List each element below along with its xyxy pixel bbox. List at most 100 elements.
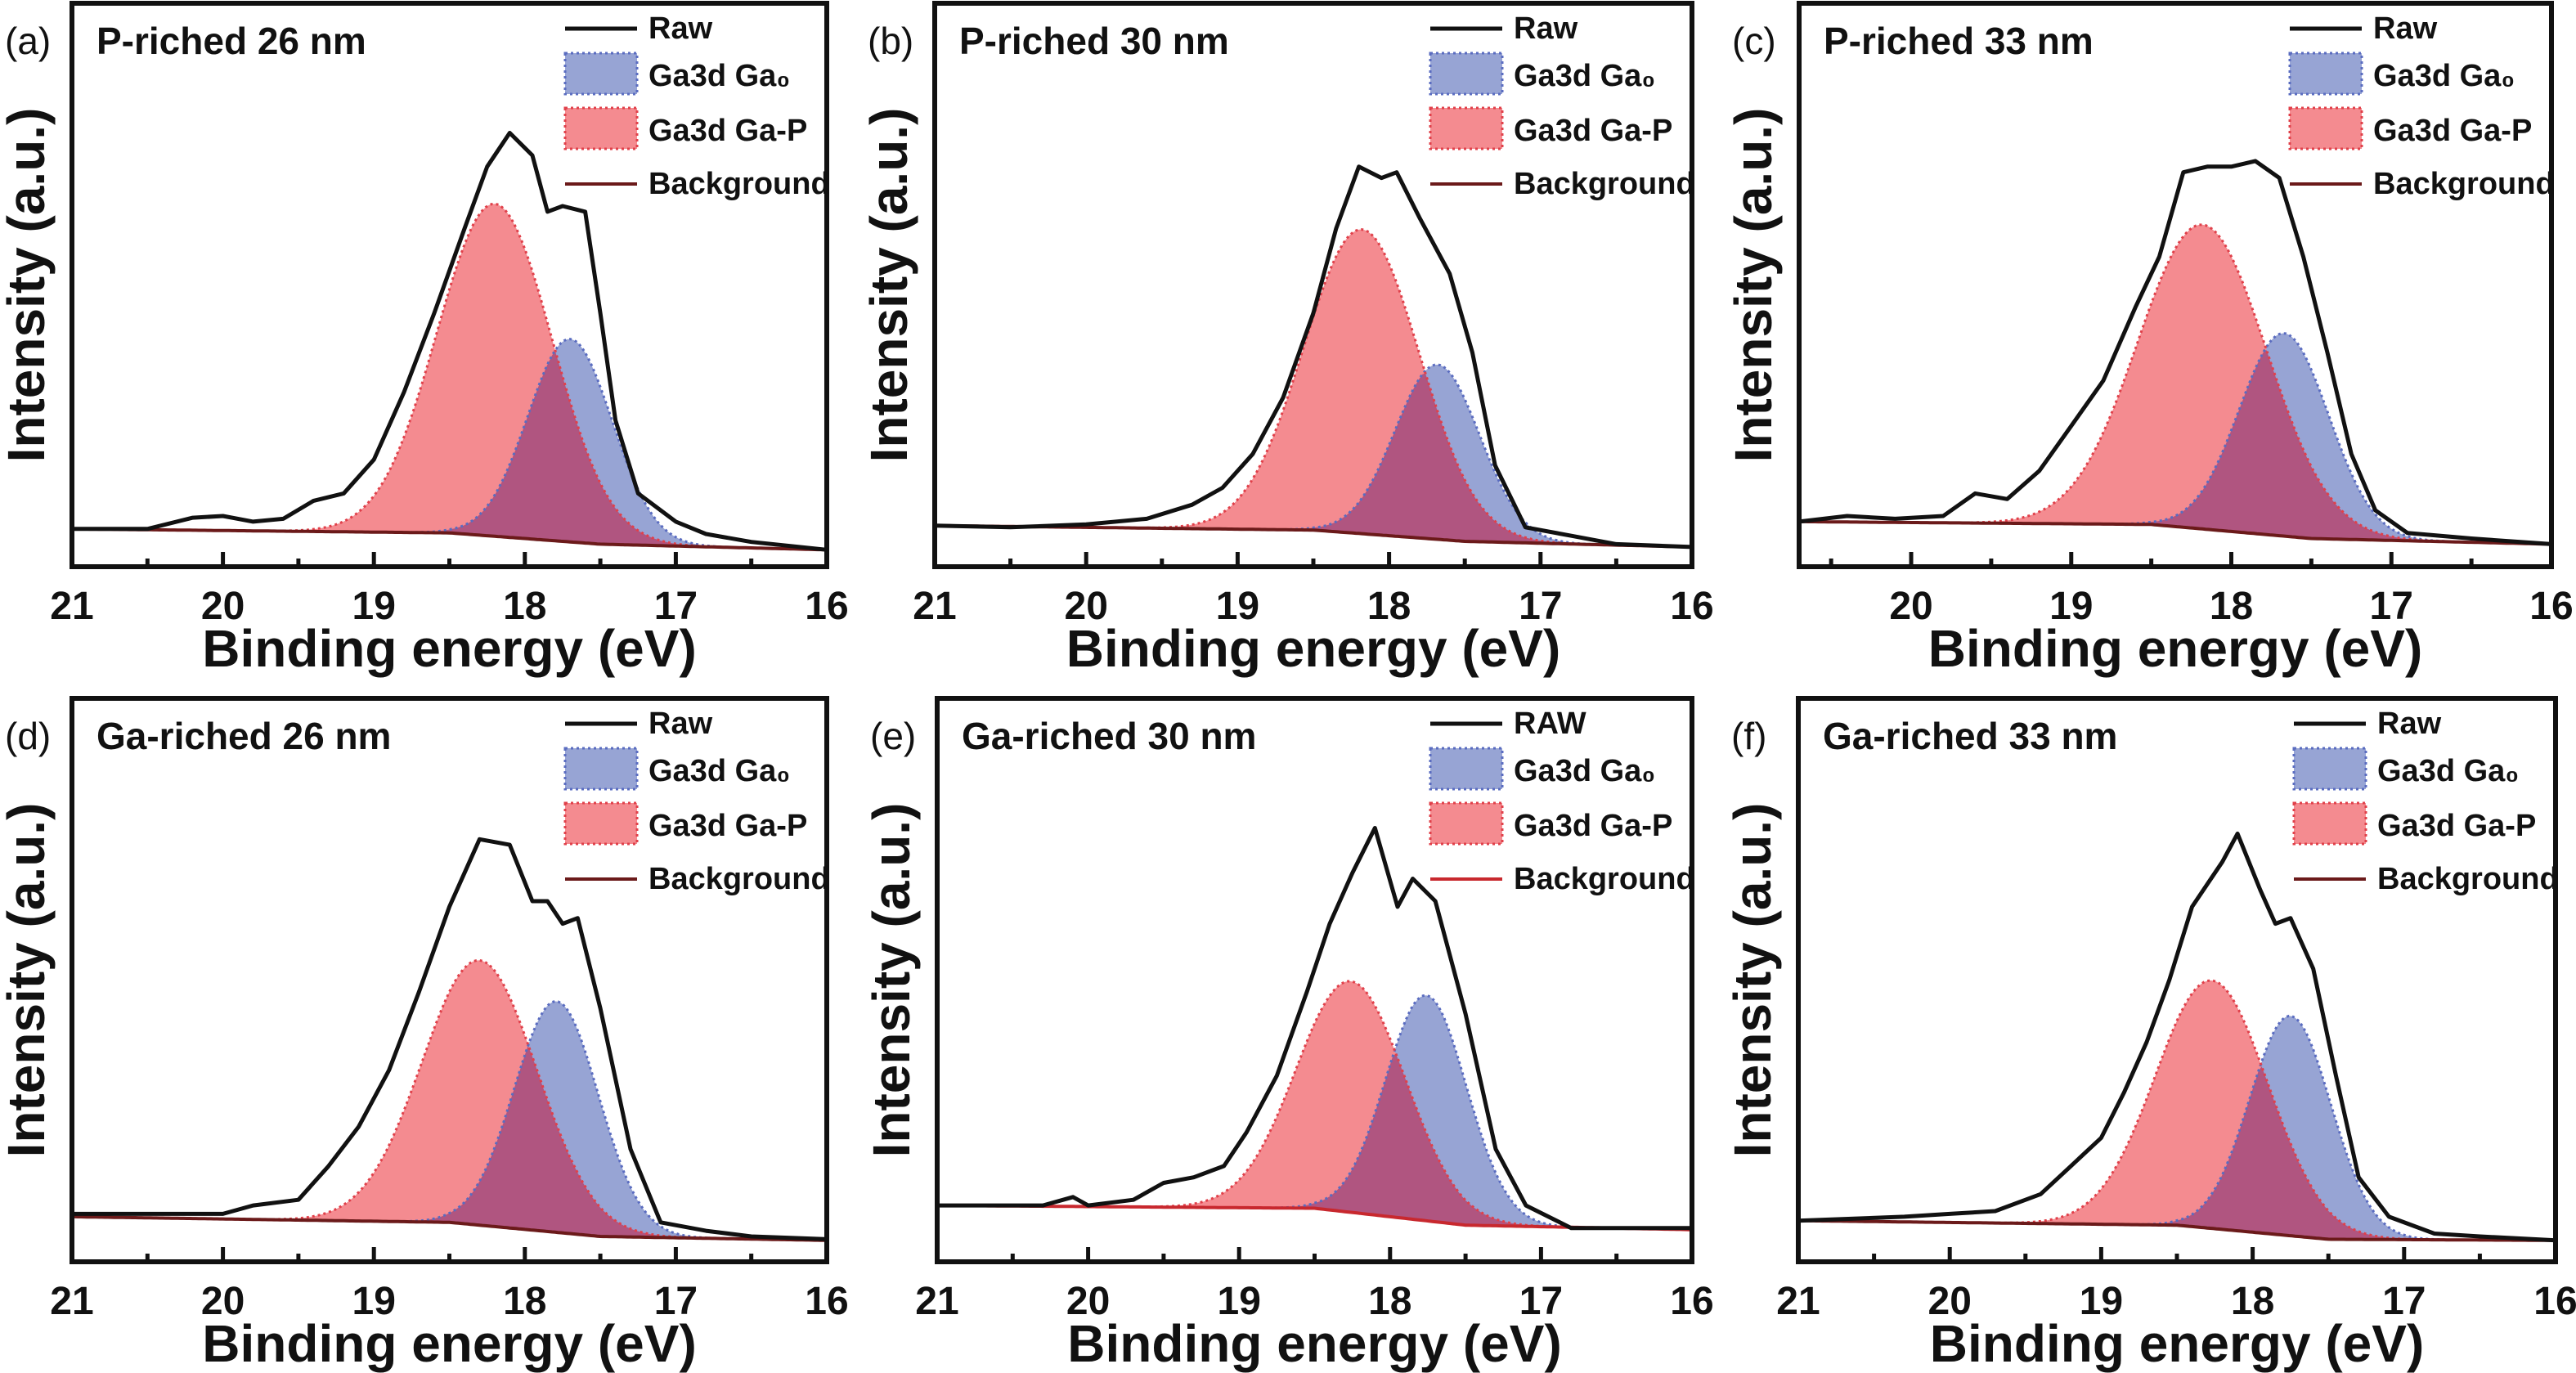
y-axis-label: Intensity (a.u.) (1723, 803, 1782, 1158)
panel-letter: (f) (1731, 715, 1766, 757)
raw-spectrum-line (72, 131, 828, 552)
legend-raw-label: Raw (2377, 707, 2442, 741)
legend-background-label: Background (1514, 862, 1695, 896)
x-tick-label: 17 (654, 585, 698, 628)
legend-ga0-label: Ga3d Ga₀ (1514, 59, 1655, 93)
x-tick-label: 16 (805, 585, 848, 628)
panel-title: Ga-riched 26 nm (96, 715, 391, 757)
x-tick-label: 21 (915, 1280, 958, 1323)
x-tick-label: 18 (503, 585, 546, 628)
x-axis-label: Binding energy (eV) (202, 619, 697, 678)
panel-title: P-riched 33 nm (1824, 20, 2094, 62)
panel-a: 21 20 19 18 17 16 Binding energy (eV) Intensity… (0, 1, 849, 678)
gap-peak-area (935, 229, 1692, 547)
x-tick-label: 19 (352, 1280, 396, 1323)
legend-gap-swatch (563, 106, 639, 150)
panel-title: P-riched 30 nm (959, 20, 1229, 62)
gap-peak-area (72, 960, 827, 1241)
legend-gap-swatch (2292, 801, 2367, 846)
background-line (71, 527, 828, 552)
x-tick-label: 19 (2049, 585, 2093, 628)
panel-letter: (e) (870, 715, 916, 757)
legend-gap-label: Ga3d Ga-P (1514, 114, 1672, 148)
panel-title: Ga-riched 30 nm (962, 715, 1256, 757)
legend-gap-label: Ga3d Ga-P (648, 809, 807, 843)
x-tick-label: 18 (1367, 585, 1411, 628)
gap-peak-area (72, 204, 827, 550)
raw-spectrum-line (72, 837, 828, 1241)
x-tick-label: 18 (503, 1280, 546, 1323)
legend-gap-swatch (2288, 106, 2363, 150)
ga0-peak-area (935, 364, 1692, 547)
y-axis-label: Intensity (a.u.) (862, 803, 921, 1158)
legend: RAW Ga3d Ga₀ Ga3d Ga-P Background (1429, 707, 1695, 896)
legend-background-label: Background (2377, 862, 2559, 896)
x-tick-label: 18 (2231, 1280, 2274, 1323)
legend-background-label: Background (648, 862, 830, 896)
x-tick-label: 16 (2533, 1280, 2576, 1323)
x-axis-label: Binding energy (eV) (1067, 1314, 1562, 1373)
background-line (1798, 1218, 2556, 1242)
legend: Raw Ga3d Ga₀ Ga3d Ga-P Background (2288, 11, 2555, 201)
legend-ga0-label: Ga3d Ga₀ (2377, 754, 2519, 788)
raw-spectrum-line (934, 164, 1693, 550)
x-tick-label: 18 (1368, 1280, 1411, 1323)
x-tick-label: 18 (2210, 585, 2253, 628)
x-tick-label: 21 (1776, 1280, 1820, 1323)
x-axis-label: Binding energy (eV) (1928, 619, 2423, 678)
gap-peak-area (937, 981, 1692, 1230)
legend-ga0-label: Ga3d Ga₀ (648, 754, 790, 788)
legend-ga0-swatch (2288, 52, 2363, 96)
legend-gap-label: Ga3d Ga-P (2377, 809, 2536, 843)
x-tick-label: 17 (1519, 1280, 1563, 1323)
gap-peak-outline (71, 202, 828, 551)
legend-gap-label: Ga3d Ga-P (648, 114, 807, 148)
raw-spectrum-line (937, 826, 1692, 1231)
plot-frame (1797, 1, 2554, 569)
legend-background-label: Background (2373, 167, 2555, 201)
legend-raw-label: Raw (1514, 11, 1578, 46)
x-tick-label: 19 (1218, 1280, 1261, 1323)
x-tick-label: 17 (2382, 1280, 2426, 1323)
legend-ga0-swatch (563, 747, 639, 791)
y-axis-label: Intensity (a.u.) (0, 803, 56, 1158)
gap-peak-area (1798, 980, 2556, 1241)
panel-letter: (a) (5, 20, 51, 62)
x-tick-label: 20 (201, 1280, 245, 1323)
x-tick-label: 20 (1889, 585, 1932, 628)
legend-ga0-swatch (563, 52, 639, 96)
background-line (72, 1214, 827, 1242)
x-tick-label: 20 (1928, 1280, 1972, 1323)
y-axis-label: Intensity (a.u.) (859, 108, 918, 463)
x-axis-label: Binding energy (eV) (202, 1314, 697, 1373)
panel-letter: (b) (868, 20, 913, 62)
panel-e: 21 20 19 18 17 16 Binding energy (eV) Intensity… (862, 696, 1714, 1373)
legend-background-label: Background (648, 167, 830, 201)
legend-raw-label: RAW (1514, 707, 1586, 741)
legend: Raw Ga3d Ga₀ Ga3d Ga-P Background (563, 11, 830, 201)
x-tick-label: 20 (201, 585, 245, 628)
legend-ga0-label: Ga3d Ga₀ (2373, 59, 2515, 93)
panel-title: Ga-riched 33 nm (1823, 715, 2117, 757)
legend-gap-label: Ga3d Ga-P (1514, 809, 1672, 843)
panel-b: 21 20 19 18 17 16 Binding energy (eV) Intensity… (859, 1, 1714, 678)
panel-d: 21 20 19 18 17 16 Binding energy (eV) Intensity… (0, 696, 849, 1373)
background-line (1799, 519, 2552, 546)
legend-gap-swatch (1429, 801, 1504, 846)
x-tick-label: 17 (654, 1280, 698, 1323)
y-axis-label: Intensity (a.u.) (0, 108, 56, 463)
x-tick-label: 16 (805, 1280, 848, 1323)
legend-ga0-label: Ga3d Ga₀ (648, 59, 790, 93)
x-tick-label: 20 (1066, 1280, 1110, 1323)
panel-c: 20 19 18 17 16 Binding energy (eV) Intensity (… (1724, 1, 2574, 678)
legend-ga0-swatch (2292, 747, 2367, 791)
y-axis-label: Intensity (a.u.) (1724, 108, 1783, 463)
x-tick-label: 21 (50, 585, 93, 628)
ga0-peak-area (72, 339, 827, 550)
legend-raw-label: Raw (2373, 11, 2438, 46)
panel-title: P-riched 26 nm (96, 20, 366, 62)
x-axis-label: Binding energy (eV) (1930, 1314, 2425, 1373)
raw-spectrum-line (1797, 831, 2556, 1243)
legend: Raw Ga3d Ga₀ Ga3d Ga-P Background (563, 707, 830, 896)
x-tick-label: 19 (2080, 1280, 2123, 1323)
